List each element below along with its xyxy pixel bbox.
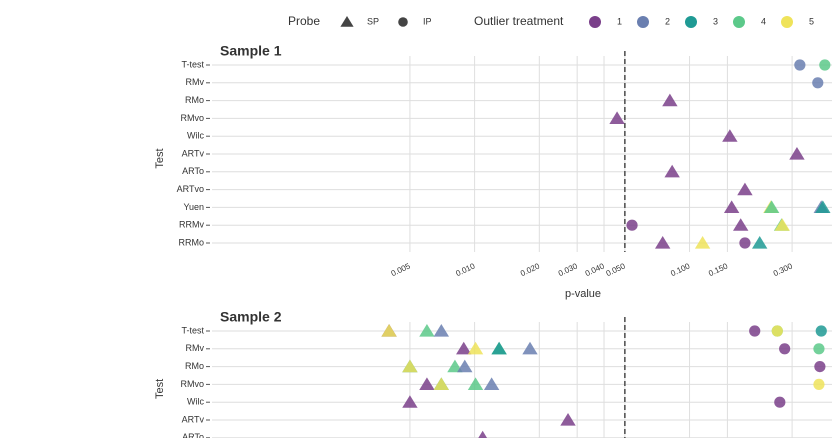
x-tick-label: 0.005 — [390, 261, 412, 278]
data-point — [381, 324, 397, 337]
data-point — [771, 325, 783, 337]
legend-label: 5 — [809, 16, 814, 26]
data-point — [491, 341, 507, 355]
data-point — [483, 377, 500, 390]
data-point — [819, 59, 831, 71]
data-point — [694, 236, 711, 249]
data-point — [814, 361, 826, 373]
y-tick-label: RMo — [185, 95, 204, 105]
data-point — [812, 77, 824, 89]
legend-symbol — [398, 17, 408, 27]
data-point — [419, 377, 435, 390]
data-point — [733, 218, 749, 231]
data-point — [774, 396, 786, 408]
legend-label: SP — [367, 16, 379, 26]
panel-title: Sample 1 — [220, 43, 282, 59]
data-point — [739, 237, 751, 249]
panel-title: Sample 2 — [220, 309, 282, 325]
legend-label: 4 — [761, 16, 766, 26]
data-point — [737, 182, 753, 196]
legend-symbol — [589, 16, 601, 28]
data-point — [522, 341, 538, 355]
data-point — [779, 343, 791, 355]
y-tick-label: T-test — [181, 59, 204, 69]
x-tick-label: 0.150 — [707, 261, 729, 278]
y-tick-label: RMvo — [180, 379, 204, 389]
y-tick-label: RRMv — [179, 220, 204, 230]
y-tick-label: ARTv — [182, 414, 205, 424]
data-point — [722, 129, 738, 142]
y-tick-label: ARTvo — [177, 184, 204, 194]
y-tick-label: Wilc — [187, 397, 204, 407]
y-tick-label: RMv — [186, 77, 205, 87]
data-point — [433, 377, 450, 390]
data-point — [609, 111, 625, 124]
legend-symbol — [685, 16, 697, 28]
data-point — [626, 219, 638, 231]
legend-label: IP — [423, 16, 432, 26]
data-point — [815, 325, 827, 337]
legend-symbol — [733, 16, 745, 28]
y-tick-label: RRMo — [178, 237, 204, 247]
legend-label: 3 — [713, 16, 718, 26]
legend-label: 2 — [665, 16, 670, 26]
y-tick-label: RMv — [186, 343, 205, 353]
data-point — [815, 200, 831, 213]
data-point — [789, 147, 805, 160]
x-axis-title: p-value — [565, 288, 601, 300]
data-point — [749, 325, 761, 337]
legend-symbol — [340, 16, 354, 27]
data-point — [774, 218, 790, 231]
x-tick-label: 0.040 — [584, 261, 606, 278]
y-tick-label: RMvo — [180, 113, 204, 123]
data-point — [467, 377, 484, 390]
y-tick-label: ARTv — [182, 148, 205, 158]
data-point — [419, 324, 435, 337]
data-point — [723, 200, 740, 213]
data-point — [478, 430, 488, 438]
data-point — [794, 59, 806, 71]
y-tick-label: RMo — [185, 361, 204, 371]
x-tick-label: 0.300 — [772, 261, 794, 278]
x-tick-label: 0.010 — [454, 261, 476, 278]
data-point — [402, 395, 418, 408]
x-tick-label: 0.020 — [519, 261, 541, 278]
y-tick-label: ARTo — [182, 166, 204, 176]
legend-symbol — [781, 16, 793, 28]
legend-symbol — [637, 16, 649, 28]
data-point — [447, 359, 463, 373]
x-tick-label: 0.030 — [557, 261, 579, 278]
data-point — [654, 236, 671, 249]
y-tick-label: Yuen — [183, 202, 204, 212]
legend-label: 1 — [617, 16, 622, 26]
x-tick-label: 0.050 — [605, 261, 627, 278]
x-tick-label: 0.100 — [669, 261, 691, 278]
legend-title: Probe — [288, 14, 320, 28]
y-tick-label: Wilc — [187, 131, 204, 141]
y-tick-label: T-test — [181, 325, 204, 335]
data-point — [560, 413, 576, 426]
data-point — [433, 324, 450, 337]
data-point — [763, 200, 780, 213]
data-point — [457, 359, 473, 373]
data-point — [662, 93, 678, 107]
y-tick-label: ARTo — [182, 432, 204, 438]
data-point — [664, 164, 680, 178]
data-point — [467, 341, 484, 355]
data-point — [813, 343, 825, 355]
legend-title: Outlier treatment — [474, 14, 564, 28]
data-point — [813, 378, 825, 390]
y-axis-title: Test — [154, 148, 166, 168]
y-axis-title: Test — [154, 379, 166, 399]
data-point — [751, 236, 768, 249]
data-point — [456, 341, 472, 355]
data-point — [402, 359, 418, 373]
